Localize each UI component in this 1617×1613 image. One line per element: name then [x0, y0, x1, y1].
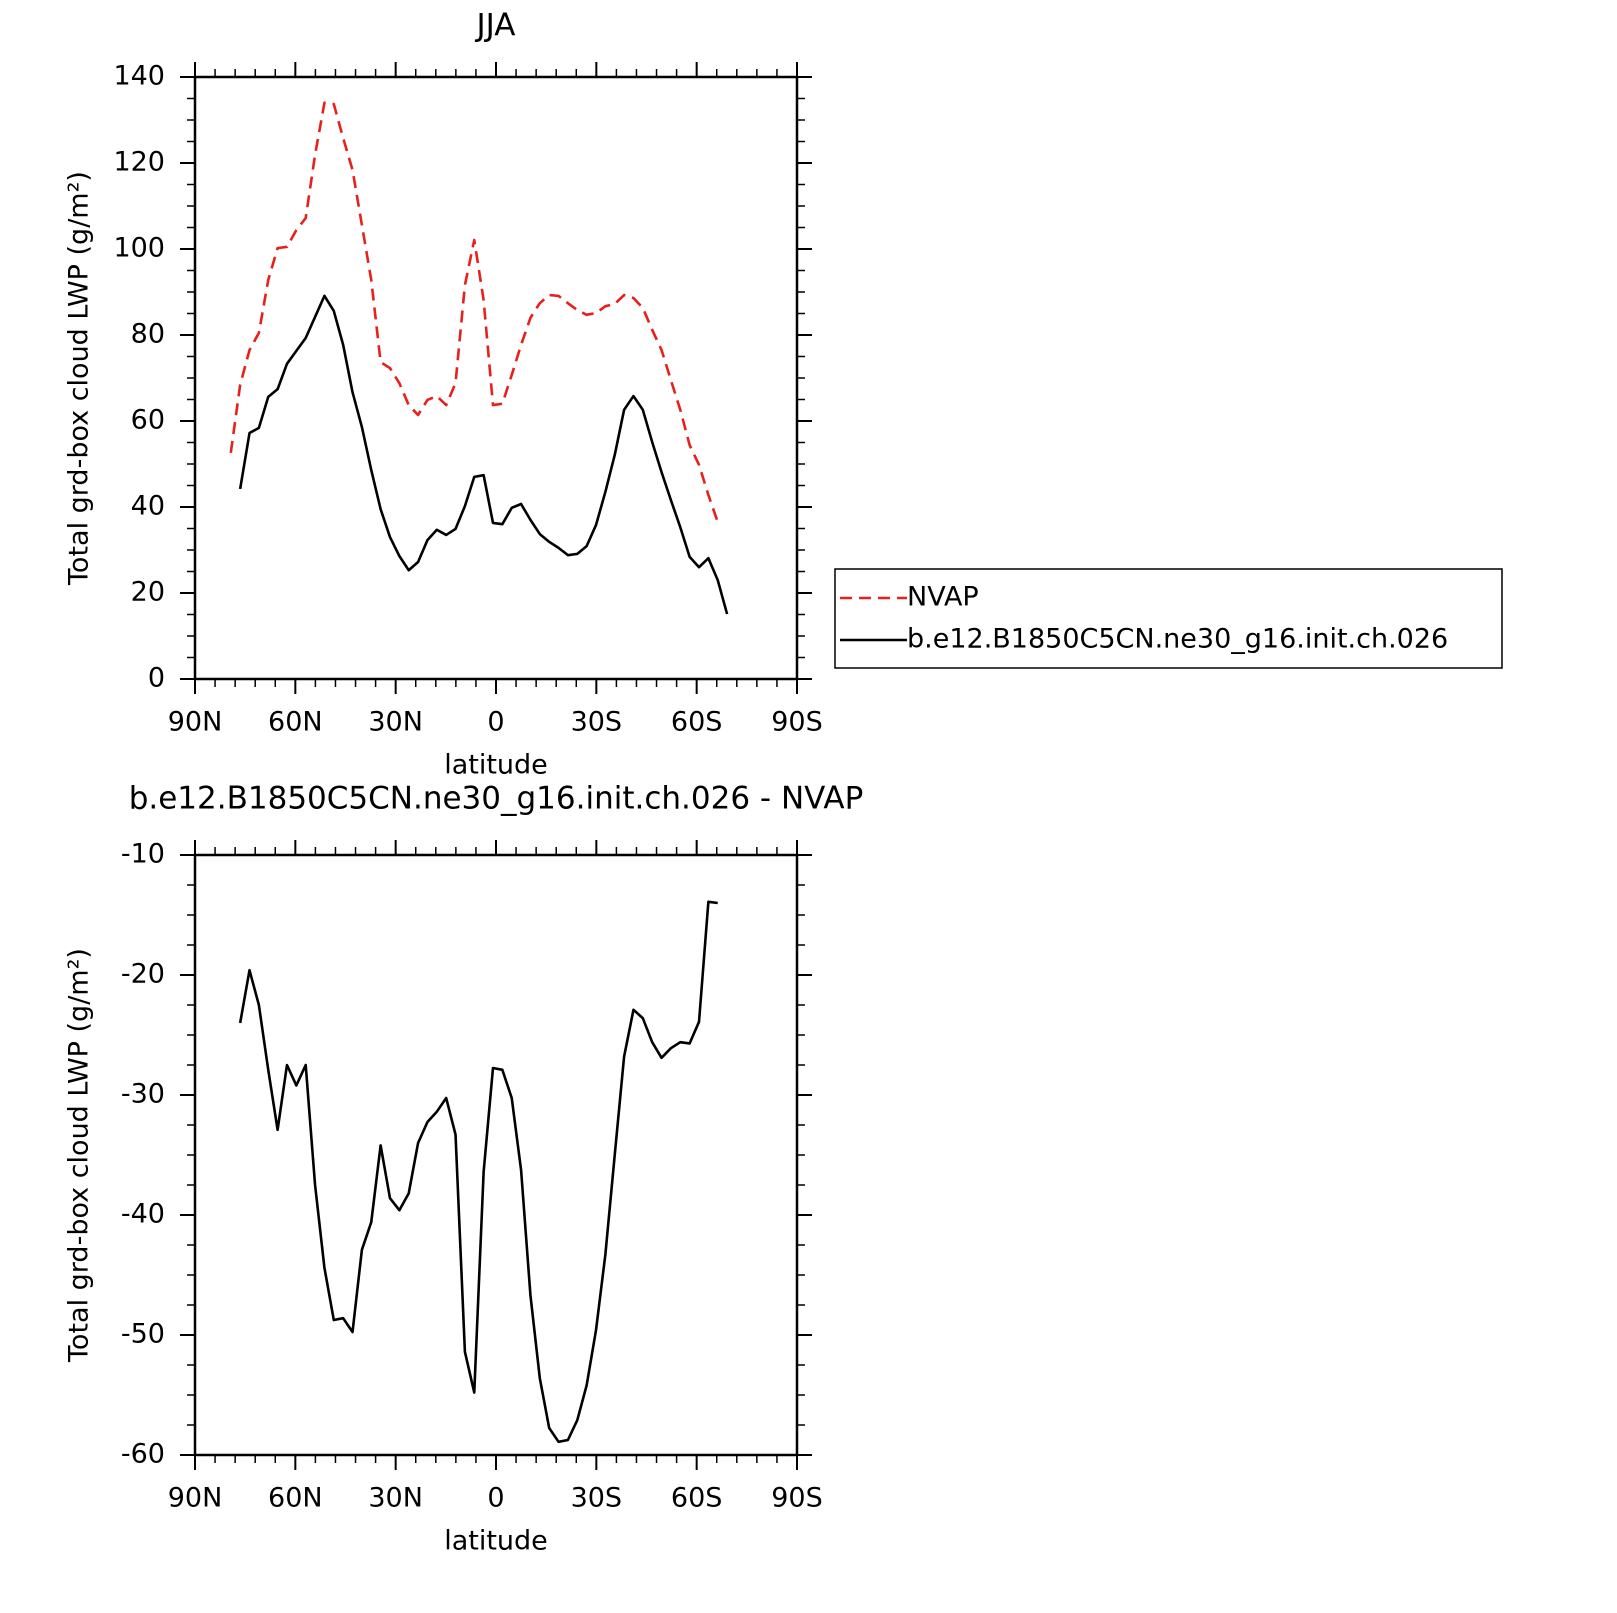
y-tick-label: 100	[113, 233, 165, 264]
y-tick-label: 80	[131, 319, 165, 350]
x-tick-label: 90N	[168, 1483, 223, 1514]
x-tick-label: 0	[487, 1483, 504, 1514]
y-tick-label: -40	[121, 1199, 165, 1230]
plot-frame	[193, 853, 799, 1457]
y-tick-label: -30	[121, 1079, 165, 1110]
legend-label: b.e12.B1850C5CN.ne30_g16.init.ch.026	[907, 624, 1448, 655]
y-tick-label: 0	[148, 663, 165, 694]
x-tick-label: 0	[487, 707, 504, 738]
x-tick-label: 90N	[168, 707, 223, 738]
y-tick-label: -50	[121, 1319, 165, 1350]
y-axis-label: Total grd-box cloud LWP (g/m²)	[64, 948, 95, 1363]
plot-frame	[193, 75, 799, 681]
y-tick-label: 20	[131, 577, 165, 608]
legend-box	[834, 568, 1503, 669]
y-tick-label: 120	[113, 147, 165, 178]
y-tick-label: 140	[113, 61, 165, 92]
chart-title: b.e12.B1850C5CN.ne30_g16.init.ch.026 - N…	[129, 781, 864, 817]
data-line	[229, 101, 719, 523]
y-tick-label: 60	[131, 405, 165, 436]
y-tick-label: 40	[131, 491, 165, 522]
x-tick-label: 90S	[771, 707, 823, 738]
x-axis-label: latitude	[444, 1526, 548, 1557]
legend-label: NVAP	[907, 582, 979, 613]
x-axis-label: latitude	[444, 750, 548, 781]
x-tick-label: 60S	[671, 707, 723, 738]
x-tick-label: 60N	[268, 1483, 323, 1514]
y-tick-label: -60	[121, 1439, 165, 1470]
data-line	[238, 900, 718, 1444]
x-tick-label: 60S	[671, 1483, 723, 1514]
y-tick-label: -20	[121, 959, 165, 990]
y-axis-label: Total grd-box cloud LWP (g/m²)	[64, 171, 95, 586]
x-tick-label: 30N	[368, 1483, 423, 1514]
x-tick-label: 30S	[571, 1483, 623, 1514]
x-tick-label: 30N	[368, 707, 423, 738]
data-line	[238, 294, 729, 615]
x-tick-label: 30S	[571, 707, 623, 738]
x-tick-label: 90S	[771, 1483, 823, 1514]
x-tick-label: 60N	[268, 707, 323, 738]
y-tick-label: -10	[121, 839, 165, 870]
chart-title: JJA	[475, 8, 516, 44]
